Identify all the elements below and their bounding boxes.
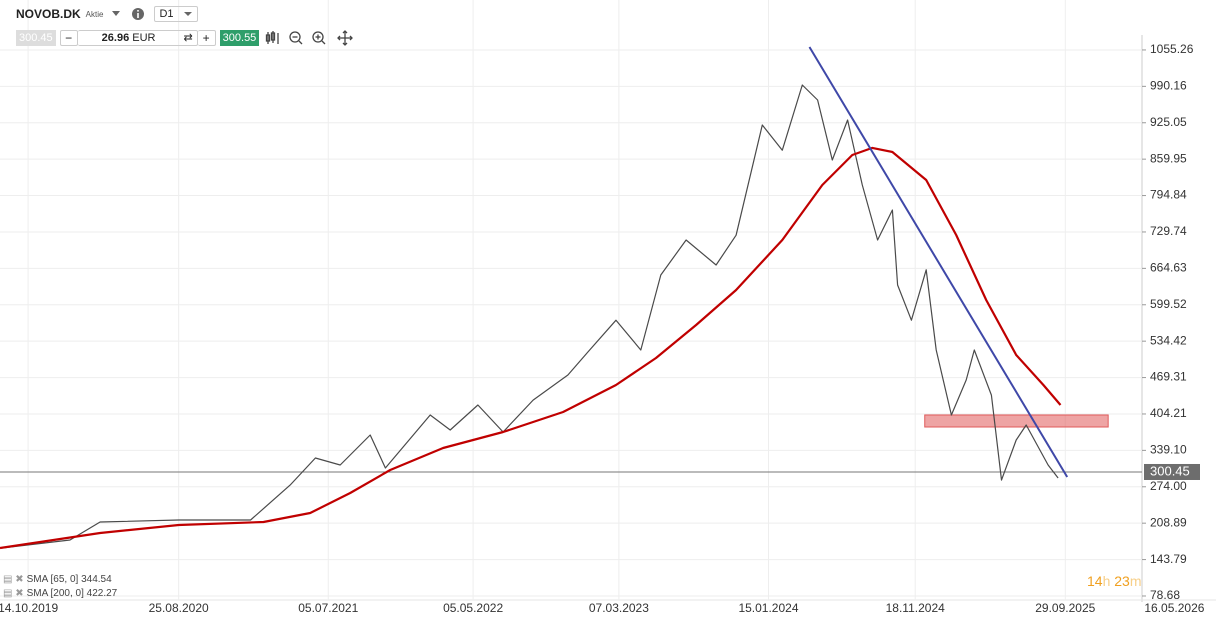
indicator-legend: ▤ ✖ SMA [65, 0] 344.54 ▤ ✖ SMA [200, 0] 42… bbox=[3, 572, 117, 600]
legend-entry[interactable]: ▤ ✖ SMA [200, 0] 422.27 bbox=[3, 587, 118, 599]
zoom-in-icon[interactable] bbox=[312, 30, 326, 44]
info-icon[interactable] bbox=[131, 7, 145, 21]
y-tick-label: 859.95 bbox=[1150, 151, 1187, 165]
trendline bbox=[808, 46, 1069, 478]
y-tick-label: 599.52 bbox=[1150, 297, 1187, 311]
buy-button[interactable]: 300.55 bbox=[219, 29, 260, 46]
legend-name: SMA [65, 0] bbox=[26, 573, 79, 585]
y-tick-label: 990.16 bbox=[1150, 79, 1187, 93]
ask-price: 300.55 bbox=[222, 31, 257, 44]
x-tick-label: 05.05.2022 bbox=[443, 601, 503, 615]
chart-tools bbox=[266, 29, 354, 46]
x-tick-label: 29.09.2025 bbox=[1035, 601, 1095, 615]
y-tick-label: 1055.26 bbox=[1150, 42, 1194, 56]
y-tick-label: 664.63 bbox=[1150, 261, 1187, 275]
sell-button[interactable]: 300.45 bbox=[16, 29, 56, 46]
y-tick-label: 925.05 bbox=[1150, 115, 1187, 129]
decrease-button[interactable]: − bbox=[59, 29, 78, 46]
legend-value: 422.27 bbox=[86, 587, 118, 599]
dropdown-icon bbox=[184, 12, 193, 16]
volume-value: 26.96 bbox=[101, 31, 130, 44]
asset-type: Aktie bbox=[85, 9, 104, 19]
x-tick-label: 07.03.2023 bbox=[589, 601, 649, 615]
swap-icon[interactable]: ⇄ bbox=[183, 32, 193, 44]
y-tick-label: 534.42 bbox=[1150, 333, 1187, 347]
candle-type-icon[interactable] bbox=[266, 30, 279, 44]
x-tick-label: 15.01.2024 bbox=[738, 601, 798, 615]
volume-input[interactable]: 26.96 EUR ⇄ bbox=[77, 29, 198, 46]
axis-panel bbox=[1142, 0, 1216, 623]
last-price-box bbox=[1144, 463, 1200, 480]
last-price-label: 300.45 bbox=[1150, 463, 1190, 478]
countdown: 14 h 23 m bbox=[1087, 573, 1142, 589]
increase-button[interactable]: + bbox=[197, 29, 216, 46]
volume: 26.96 EUR bbox=[102, 32, 156, 44]
zoom-out-icon[interactable] bbox=[289, 30, 303, 44]
legend-value: 344.54 bbox=[81, 573, 112, 585]
dropdown-icon[interactable] bbox=[111, 9, 123, 19]
legend-name: SMA [200, 0] bbox=[26, 587, 84, 599]
countdown-minutes-unit: m bbox=[1129, 573, 1142, 589]
currency: EUR bbox=[132, 31, 156, 44]
y-tick-label: 208.89 bbox=[1150, 515, 1187, 529]
countdown-hours: 14 bbox=[1087, 573, 1103, 589]
y-tick-label: 729.74 bbox=[1150, 224, 1187, 238]
y-tick-label: 274.00 bbox=[1150, 479, 1187, 493]
symbol[interactable]: NOVOB.DK bbox=[16, 7, 81, 21]
resistance-zone bbox=[924, 414, 1109, 428]
y-tick-label: 143.79 bbox=[1150, 552, 1187, 566]
x-tick-label: 18.11.2024 bbox=[886, 601, 945, 615]
y-tick-label: 339.10 bbox=[1150, 443, 1187, 457]
trade-bar: 300.45 − 26.96 EUR ⇄ + 300.55 bbox=[16, 29, 357, 46]
timeframe-select[interactable]: D1 bbox=[154, 6, 199, 22]
bid-price: 300.45 bbox=[19, 31, 53, 44]
y-tick-label: 78.68 bbox=[1150, 588, 1180, 602]
sma-line bbox=[0, 146, 1062, 550]
y-tick-label: 794.84 bbox=[1150, 188, 1187, 202]
countdown-hours-unit: h bbox=[1102, 573, 1111, 589]
legend-entry[interactable]: ▤ ✖ SMA [65, 0] 344.54 bbox=[3, 573, 112, 585]
y-tick-label: 404.21 bbox=[1150, 406, 1187, 420]
x-tick-label: 16.05.2026 bbox=[1144, 601, 1204, 615]
x-tick-label: 05.07.2021 bbox=[298, 601, 358, 615]
countdown-minutes: 23 bbox=[1114, 573, 1130, 589]
price-line bbox=[1, 84, 1059, 549]
y-tick-label: 469.31 bbox=[1150, 370, 1187, 384]
timeframe: D1 bbox=[159, 8, 174, 20]
x-tick-label: 14.10.2019 bbox=[0, 601, 58, 615]
header: NOVOB.DK Aktie D1 bbox=[16, 6, 199, 22]
x-tick-label: 25.08.2020 bbox=[149, 601, 209, 615]
pan-icon[interactable] bbox=[337, 29, 354, 46]
